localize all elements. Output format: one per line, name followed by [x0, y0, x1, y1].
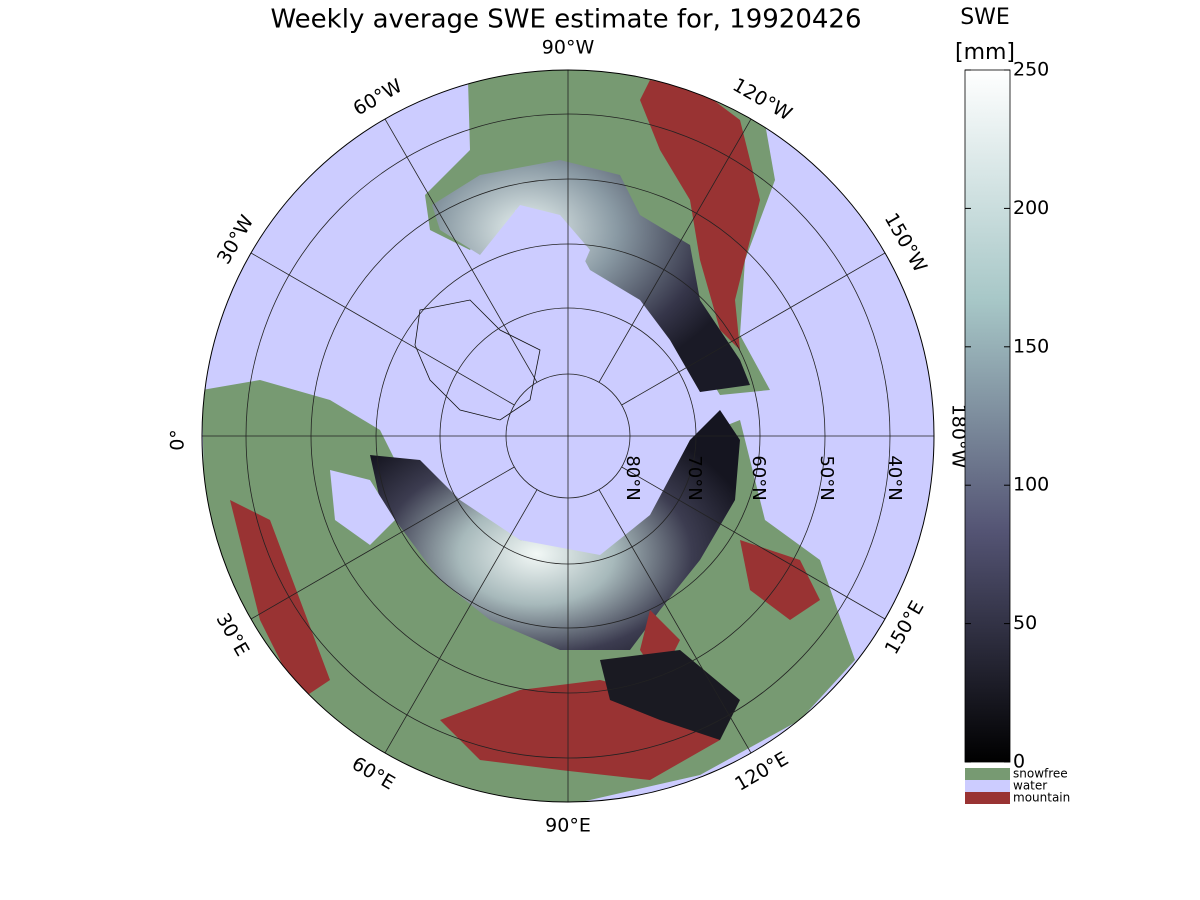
lon-label: 180°W: [948, 404, 970, 469]
lon-label: 0°: [167, 429, 189, 451]
lon-label: 90°E: [545, 815, 591, 837]
meridian: [621, 250, 889, 406]
meridian: [598, 489, 754, 757]
greenland: [414, 299, 541, 421]
lat-label: 70°N: [684, 455, 705, 500]
legend-swatch: [965, 768, 1010, 780]
lon-label: 60°E: [348, 753, 399, 795]
meridian: [247, 250, 515, 406]
tick-label: 100: [1013, 474, 1049, 496]
legend-swatch: [965, 780, 1010, 792]
colorbar: [964, 69, 1011, 763]
tick-label: 50: [1013, 612, 1037, 634]
tick-label: 0: [1013, 751, 1025, 773]
sea: [330, 470, 395, 545]
meridian: [382, 489, 538, 757]
snow: [432, 160, 750, 392]
lon-label: 90°W: [542, 37, 595, 59]
meridian: [247, 466, 515, 622]
legend-label: snowfree: [1013, 767, 1068, 781]
meridian: [382, 115, 538, 383]
legend-swatch: [965, 792, 1010, 804]
colorbar-unit: [mm]: [955, 40, 1015, 65]
lon-label: 30°E: [211, 609, 253, 660]
lat-label: 50°N: [816, 455, 837, 500]
tick-label: 200: [1013, 197, 1049, 219]
lat-label: 40°N: [884, 455, 905, 500]
tick-label: 150: [1013, 335, 1049, 357]
tick-label: 250: [1013, 59, 1049, 81]
snow: [370, 410, 740, 650]
mountain: [640, 80, 760, 350]
bay: [515, 210, 590, 290]
map: [202, 70, 934, 802]
legend-label: water: [1013, 779, 1047, 793]
legend-label: mountain: [1013, 791, 1070, 805]
map-title: Weekly average SWE estimate for, 1992042…: [270, 5, 861, 35]
graticule: [202, 70, 934, 802]
lat-label: 80°N: [622, 455, 643, 500]
map-border: [201, 69, 935, 803]
meridian: [598, 115, 754, 383]
colorbar-title: SWE: [960, 5, 1010, 30]
lat-label: 60°N: [748, 455, 769, 500]
meridian: [621, 466, 889, 622]
